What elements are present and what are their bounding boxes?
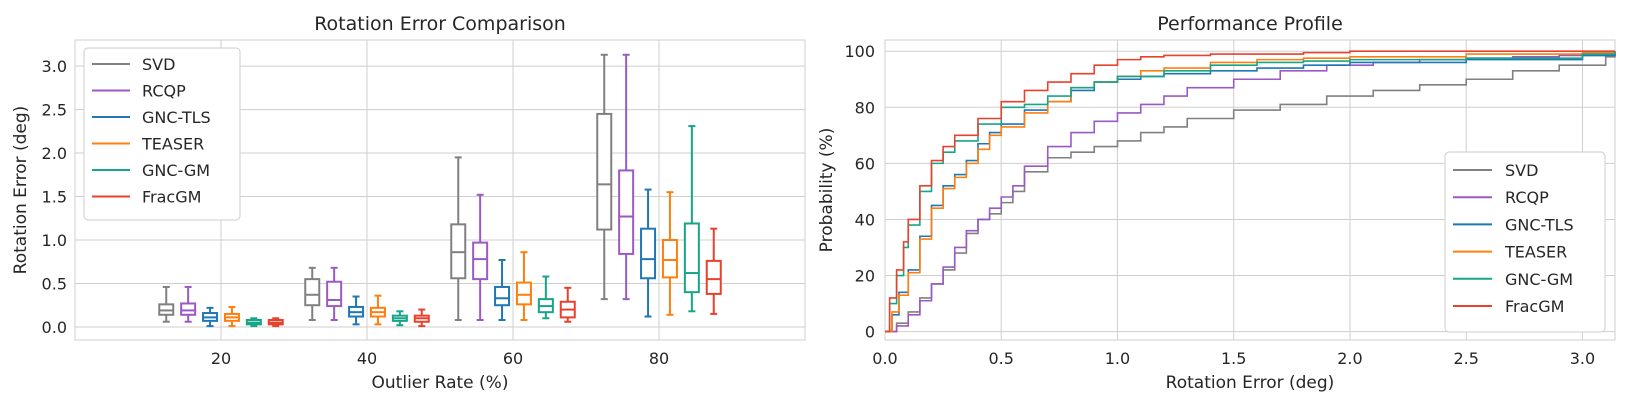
left-y-tick: 0.0	[42, 318, 67, 337]
box-fracgm-60	[559, 286, 576, 323]
legend-label-rcqp: RCQP	[142, 82, 186, 101]
right-y-tick-labels: 0 20 40 60 80 100	[844, 42, 875, 341]
box-fracgm-40	[413, 308, 430, 328]
box-iqr	[705, 259, 722, 295]
box-iqr	[618, 169, 635, 255]
box-rcqp-80	[618, 53, 635, 301]
legend-label-gnc-gm: GNC-GM	[1505, 270, 1573, 289]
left-y-tick: 1.0	[42, 231, 67, 250]
left-x-tick-labels: 20 40 60 80	[211, 349, 669, 368]
left-x-tick: 60	[503, 349, 523, 368]
left-chart-title: Rotation Error Comparison	[314, 13, 566, 35]
right-series-lines	[885, 50, 1616, 333]
box-iqr	[304, 278, 321, 307]
box-teaser-20	[223, 305, 240, 328]
box-iqr	[515, 281, 532, 306]
box-gnc-tls-40	[348, 295, 365, 326]
box-svd-80	[596, 53, 613, 301]
right-x-tick: 3.0	[1570, 349, 1595, 368]
left-x-tick: 80	[649, 349, 669, 368]
box-teaser-40	[369, 294, 386, 326]
legend-label-teaser: TEASER	[141, 135, 204, 154]
right-x-tick: 1.5	[1221, 349, 1246, 368]
box-gnc-tls-80	[640, 188, 657, 318]
box-fracgm-20	[267, 317, 284, 328]
right-x-tick: 2.5	[1453, 349, 1478, 368]
right-x-tick: 2.0	[1337, 349, 1362, 368]
right-y-tick: 80	[855, 98, 875, 117]
box-svd-60	[450, 156, 467, 321]
box-gnc-gm-60	[537, 275, 554, 320]
box-rcqp-40	[326, 266, 343, 321]
box-iqr	[180, 302, 197, 316]
legend-label-svd: SVD	[142, 55, 175, 74]
legend-label-teaser: TEASER	[1504, 243, 1567, 262]
legend-label-fracgm: FracGM	[142, 188, 201, 207]
left-legend: SVD RCQP GNC-TLS TEASER GNC-GM FracGM	[83, 47, 241, 221]
box-fracgm-80	[705, 227, 722, 315]
box-iqr	[494, 285, 511, 307]
box-svd-40	[304, 266, 321, 321]
box-iqr	[472, 241, 489, 281]
right-x-axis-label: Rotation Error (deg)	[1166, 373, 1335, 393]
legend-label-gnc-tls: GNC-TLS	[1505, 215, 1574, 234]
right-legend: SVD RCQP GNC-TLS TEASER GNC-GM FracGM	[1444, 151, 1606, 333]
box-iqr	[683, 222, 700, 294]
legend-label-gnc-tls: GNC-TLS	[142, 108, 211, 127]
legend-label-rcqp: RCQP	[1505, 188, 1549, 207]
legend-label-svd: SVD	[1505, 161, 1538, 180]
right-y-tick: 100	[844, 42, 875, 61]
box-rcqp-60	[472, 193, 489, 321]
box-iqr	[661, 239, 678, 279]
left-plot-frame	[74, 39, 806, 341]
right-x-tick: 1.0	[1105, 349, 1130, 368]
box-gnc-gm-20	[245, 317, 262, 328]
box-teaser-60	[515, 251, 532, 321]
left-y-tick: 2.5	[42, 101, 67, 120]
left-y-tick: 3.0	[42, 57, 67, 76]
right-x-tick-labels: 0.0 0.5 1.0 1.5 2.0 2.5 3.0	[872, 349, 1595, 368]
left-y-tick-labels: 0.0 0.5 1.0 1.5 2.0 2.5 3.0	[42, 57, 67, 337]
profile-chart: 0 20 40 60 80 100 0.0 0.5 1.0 1.5 2.0 2.5 3.0 Perfo…	[817, 13, 1616, 393]
left-x-tick: 40	[357, 349, 377, 368]
legend-label-fracgm: FracGM	[1505, 297, 1564, 316]
right-y-tick: 40	[855, 210, 875, 229]
left-y-tick: 1.5	[42, 188, 67, 207]
box-svd-20	[158, 285, 175, 323]
right-y-axis-label: Probability (%)	[817, 128, 837, 253]
left-boxes	[158, 53, 722, 328]
box-gnc-gm-40	[391, 310, 408, 327]
box-gnc-tls-20	[202, 306, 219, 328]
box-gnc-tls-60	[494, 259, 511, 321]
left-y-axis-label: Rotation Error (deg)	[11, 106, 31, 275]
box-iqr	[640, 227, 657, 280]
box-iqr	[326, 280, 343, 308]
right-x-tick: 0.0	[872, 349, 897, 368]
left-y-tick: 0.5	[42, 274, 67, 293]
right-y-tick: 60	[855, 154, 875, 173]
legend-label-gnc-gm: GNC-GM	[142, 161, 210, 180]
line-fracgm	[885, 50, 1615, 333]
right-y-tick: 0	[865, 323, 875, 342]
box-teaser-80	[661, 191, 678, 316]
left-y-tick: 2.0	[42, 144, 67, 163]
box-rcqp-20	[180, 285, 197, 323]
left-x-axis-label: Outlier Rate (%)	[372, 373, 509, 393]
box-iqr	[596, 112, 613, 231]
box-chart: 0.0 0.5 1.0 1.5 2.0 2.5 3.0 20 40 60 80 Rotation …	[0, 0, 810, 407]
box-gnc-gm-80	[683, 125, 700, 313]
right-y-tick: 20	[855, 267, 875, 286]
right-chart-title: Performance Profile	[1157, 13, 1343, 35]
right-plot-frame	[884, 39, 1616, 341]
line-teaser	[885, 51, 1616, 333]
left-x-tick: 20	[211, 349, 231, 368]
right-x-tick: 0.5	[989, 349, 1014, 368]
